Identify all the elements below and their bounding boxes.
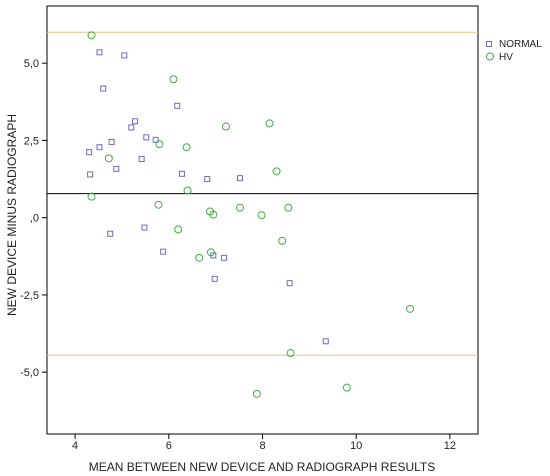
point-normal [174, 102, 181, 109]
y-tick-label: 2,5 [24, 135, 39, 147]
point-hv [209, 210, 218, 219]
point-normal [96, 144, 103, 151]
x-tick-label: 10 [350, 440, 362, 452]
point-normal [138, 155, 145, 162]
reference-lines [47, 31, 478, 356]
point-normal [96, 49, 103, 56]
point-hv [174, 225, 183, 234]
point-normal [107, 230, 114, 237]
axis-ticks: 4 6 8 10 12 5,0 2,5 ,0 -2,5 -5,0 [20, 58, 456, 452]
y-tick-label: -2,5 [20, 290, 39, 302]
legend: NORMAL HV [486, 39, 542, 63]
point-normal [86, 149, 93, 156]
point-hv [257, 211, 266, 220]
point-normal [132, 118, 139, 125]
point-normal [211, 275, 218, 282]
point-normal [221, 254, 228, 261]
point-hv [286, 349, 295, 358]
point-hv [278, 236, 287, 245]
data-points [86, 31, 415, 398]
x-tick-label: 6 [166, 440, 172, 452]
x-tick-label: 8 [259, 440, 265, 452]
point-hv [342, 383, 351, 392]
point-normal [121, 52, 128, 59]
y-tick-label: 5,0 [24, 58, 39, 70]
legend-label-normal: NORMAL [499, 39, 542, 50]
point-hv [155, 140, 164, 149]
y-tick-label: -5,0 [20, 367, 39, 379]
point-normal [237, 175, 244, 182]
point-hv [406, 304, 415, 313]
point-normal [204, 176, 211, 183]
point-hv [182, 143, 191, 152]
point-hv [206, 248, 215, 257]
point-normal [286, 280, 293, 287]
y-tick-label: ,0 [30, 213, 39, 225]
point-hv [154, 200, 163, 209]
point-normal [128, 124, 135, 131]
point-hv [195, 253, 204, 262]
point-hv [284, 203, 293, 212]
point-normal [100, 85, 107, 92]
plot-frame [46, 5, 479, 435]
x-tick-label: 12 [444, 440, 456, 452]
legend-marker-hv [486, 52, 494, 61]
point-hv [169, 75, 178, 84]
x-axis-title: MEAN BETWEEN NEW DEVICE AND RADIOGRAPH R… [89, 460, 436, 474]
point-hv [221, 122, 230, 131]
point-hv [104, 154, 113, 163]
legend-marker-normal [486, 41, 492, 47]
x-tick-label: 4 [72, 440, 78, 452]
point-hv [236, 203, 245, 212]
point-normal [152, 136, 159, 143]
point-hv [183, 186, 192, 195]
point-hv [272, 167, 281, 176]
point-normal [160, 248, 167, 255]
point-hv [265, 119, 274, 128]
point-normal [322, 338, 329, 345]
point-hv [87, 192, 96, 201]
point-hv [252, 389, 261, 398]
point-normal [108, 138, 115, 145]
legend-label-hv: HV [499, 52, 513, 63]
point-normal [87, 171, 94, 178]
point-normal [178, 170, 185, 177]
point-hv [87, 31, 96, 40]
point-normal [113, 165, 120, 172]
point-normal [141, 224, 148, 231]
point-normal [143, 134, 150, 141]
y-axis-title: NEW DEVICE MINUS RADIOGRAPH [5, 114, 19, 316]
